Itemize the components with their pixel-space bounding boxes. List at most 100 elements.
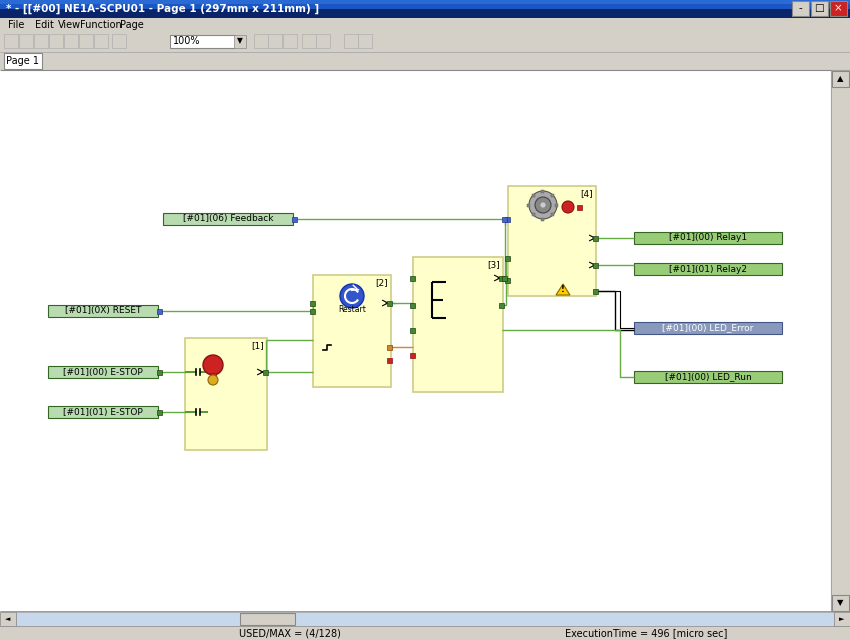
Text: [#01](0X) RESET: [#01](0X) RESET [65,307,141,316]
Bar [834,612,850,626]
Bar [0,0,850,4]
Bar [157,369,162,374]
Bar [388,344,393,349]
Bar [506,278,511,282]
Bar [411,328,416,333]
Bar [157,410,162,415]
Bar [502,216,507,221]
Text: [#01](00) LED_Run: [#01](00) LED_Run [665,372,751,381]
Bar [302,34,316,48]
Text: ►: ► [839,616,845,622]
Circle shape [562,201,574,213]
Bar [64,34,78,48]
Text: * - [[#00] NE1A-SCPU01 - Page 1 (297mm x 211mm) ]: * - [[#00] NE1A-SCPU01 - Page 1 (297mm x… [6,4,319,14]
Bar [388,358,393,362]
Bar [170,35,235,48]
Text: [#01](00) LED_Error: [#01](00) LED_Error [662,323,754,333]
Bar [112,34,126,48]
Bar [411,303,416,307]
Text: Page: Page [120,20,144,30]
Text: [#01](01) Relay2: [#01](01) Relay2 [669,264,747,273]
Bar [254,34,268,48]
Bar [234,35,246,48]
Text: Page 1: Page 1 [6,56,39,66]
Bar [16,612,834,626]
Text: !: ! [561,285,565,294]
Bar [310,308,315,314]
Bar [4,53,42,69]
Bar [49,34,63,48]
Bar [792,1,809,16]
Text: ◄: ◄ [5,616,11,622]
Bar [0,0,850,9]
Text: Restart: Restart [338,305,366,314]
Bar [634,322,782,334]
Bar [500,275,505,280]
Bar [48,305,158,317]
Bar [185,338,267,450]
Circle shape [203,355,223,375]
Bar [0,32,850,52]
Bar [506,255,511,260]
Bar [94,34,108,48]
Bar [48,406,158,418]
Bar [541,218,545,221]
Circle shape [208,375,218,385]
Bar [163,213,293,225]
Bar [556,204,558,207]
Bar [0,18,850,32]
Bar [48,366,158,378]
Bar [0,0,850,18]
Bar [502,275,507,280]
Bar [593,236,598,241]
Bar [157,308,162,314]
Text: [#01](00) E-STOP: [#01](00) E-STOP [63,367,143,376]
Text: [4]: [4] [581,189,593,198]
Circle shape [540,202,546,208]
Bar [313,275,391,387]
Bar [528,204,530,207]
Bar [531,194,535,196]
Bar [0,626,850,640]
Bar [0,612,16,626]
Bar [508,186,596,296]
Circle shape [535,197,551,213]
Bar [0,70,831,611]
Text: ▲: ▲ [836,74,843,83]
Text: 100%: 100% [173,36,201,46]
Circle shape [529,191,557,219]
Bar [552,194,554,196]
Bar [388,301,393,305]
Text: [#01](00) Relay1: [#01](00) Relay1 [669,234,747,243]
Text: Function: Function [80,20,122,30]
Bar [79,34,93,48]
Bar [283,34,297,48]
Bar [577,205,582,209]
Text: [#01](06) Feedback: [#01](06) Feedback [183,214,273,223]
Bar [310,301,315,305]
Bar [541,189,545,193]
Bar [0,611,850,627]
Bar [552,213,554,216]
Text: □: □ [814,3,824,13]
Text: [#01](01) E-STOP: [#01](01) E-STOP [63,408,143,417]
Circle shape [340,284,364,308]
Bar [316,34,330,48]
Bar [634,371,782,383]
Polygon shape [556,284,570,295]
Text: ▼: ▼ [836,598,843,607]
Bar [593,262,598,268]
Text: [2]: [2] [376,278,388,287]
Text: Edit: Edit [35,20,54,30]
Bar [4,34,18,48]
Bar [634,263,782,275]
Text: ▼: ▼ [237,36,243,45]
Bar [593,289,598,294]
Text: USED/MAX = (4/128): USED/MAX = (4/128) [239,628,341,638]
Bar [811,1,828,16]
Bar [832,71,849,87]
Bar [19,34,33,48]
Bar [344,34,358,48]
Text: [3]: [3] [487,260,500,269]
Bar [240,613,295,625]
